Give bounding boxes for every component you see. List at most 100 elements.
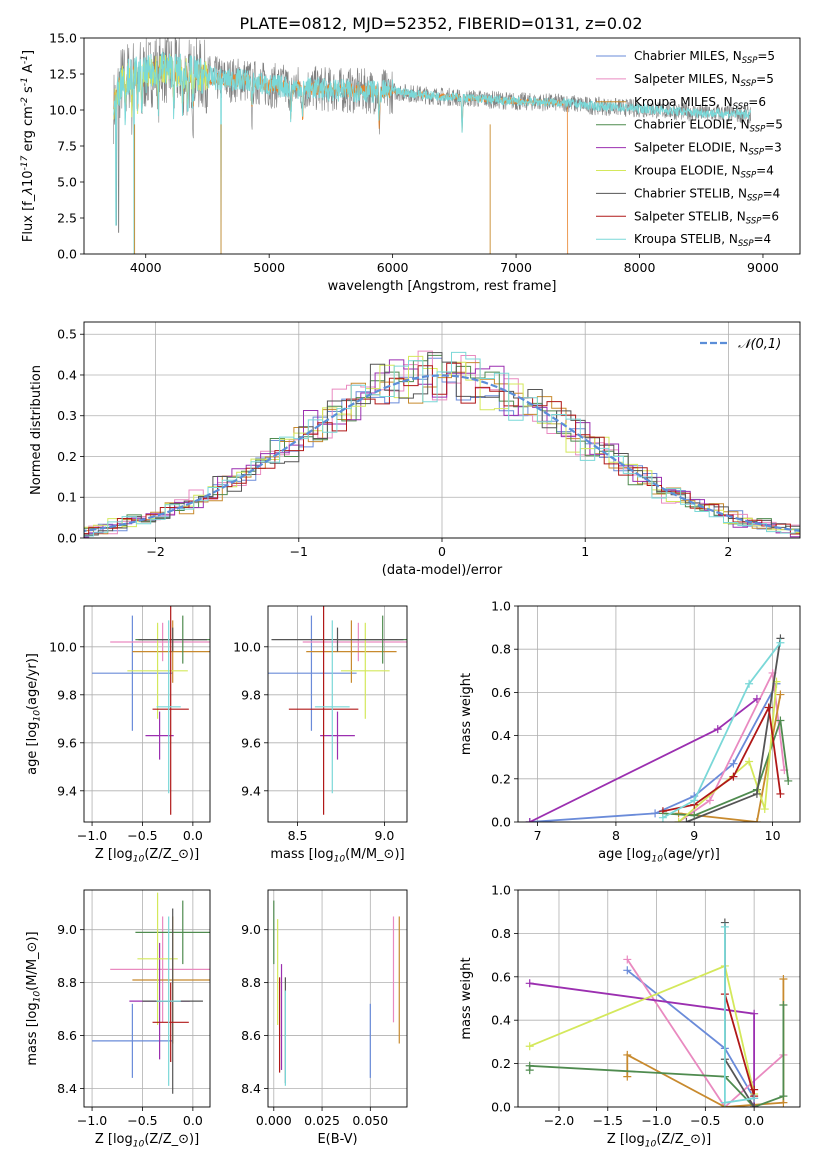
y-tick-label: 0.2: [57, 449, 77, 464]
weight-marker: [752, 818, 761, 822]
y-tick-label: 0.2: [491, 771, 511, 786]
y-tick-label: 8.6: [57, 1028, 77, 1043]
x-tick-label: 8: [612, 828, 620, 843]
weight-marker: [651, 809, 660, 818]
x-tick-label: 0.000: [256, 1113, 292, 1128]
x-tick-label: 5000: [253, 260, 285, 275]
y-tick-label: 9.4: [57, 783, 77, 798]
x-tick-label: 9.0: [374, 828, 394, 843]
weight-marker: [623, 966, 632, 975]
y-tick-label: 0.0: [57, 247, 77, 262]
weight-marker: [525, 979, 534, 988]
x-tick-label: 1: [581, 544, 589, 559]
y-tick-label: 1.0: [491, 883, 511, 898]
gaussian-curve: [84, 374, 800, 533]
histogram-KS: [84, 351, 800, 537]
y-tick-label: 7.5: [57, 139, 77, 154]
y-tick-label: 1.0: [491, 599, 511, 614]
x-tick-label: 0.0: [183, 1113, 203, 1128]
y-tick-label: 0.0: [57, 531, 77, 546]
axes-frame: [267, 889, 408, 1108]
weight-marker: [779, 1092, 788, 1101]
x-tick-label: −1.0: [77, 1113, 107, 1128]
axes-frame: [517, 605, 801, 823]
y-tick-label: 5.0: [57, 175, 77, 190]
y-tick-label: 10.0: [233, 639, 261, 654]
x-tick-label: 4000: [130, 260, 162, 275]
plot-area-age_vs_mass: [268, 606, 407, 815]
x-tick-label: 9000: [747, 260, 779, 275]
weight-marker: [729, 759, 738, 768]
weight-marker: [745, 757, 754, 766]
y-axis-label: mass weight: [459, 673, 474, 755]
weight-marker: [750, 1103, 759, 1107]
histogram-KM: [84, 362, 800, 535]
weight-marker: [623, 955, 632, 964]
x-tick-label: 9: [690, 828, 698, 843]
x-tick-label: −1: [290, 544, 308, 559]
y-tick-label: 9.6: [241, 735, 261, 750]
weight-marker: [720, 1098, 729, 1107]
x-axis-label: Z [log10(Z/Z_⊙)]: [607, 1132, 711, 1149]
weight-line-KS: [662, 642, 782, 819]
weight-marker: [525, 1042, 534, 1051]
y-tick-label: 15.0: [49, 31, 77, 46]
x-axis-label: Z [log10(Z/Z_⊙)]: [95, 1132, 199, 1149]
y-tick-label: 0.2: [491, 1056, 511, 1071]
y-tick-label: 8.8: [241, 975, 261, 990]
legend-label: Kroupa MILES, NSSP=6: [634, 95, 766, 112]
chart-age_vs_mass: 8.5 9.0 9.4 9.6 9.8 10.0 mass [log10(M/M_⊙)]: [233, 605, 408, 864]
y-axis-label: Flux [f_λ10-17 erg cm-2 s-1 A-1]: [20, 50, 36, 242]
plot-area-weight_vs_Z: [525, 918, 788, 1107]
x-tick-label: 7: [534, 828, 542, 843]
x-tick-label: −1.0: [77, 828, 107, 843]
y-tick-label: 0.8: [491, 926, 511, 941]
weight-marker: [713, 725, 722, 734]
weight-line-SM: [678, 669, 786, 822]
legend-label: Chabrier STELIB, NSSP=4: [634, 186, 780, 203]
model-kroupa-stelib: [113, 51, 752, 254]
chart-residuals: −2 −1 0 1 2 0.0 0.1 0.2 0.3 0.4 0.5 (data-model)/er…: [29, 321, 801, 578]
x-tick-label: −2: [146, 544, 164, 559]
x-axis-label: (data-model)/error: [382, 563, 503, 578]
x-tick-label: −2.0: [544, 1113, 574, 1128]
y-tick-label: 10.0: [49, 639, 77, 654]
weight-marker: [623, 1072, 632, 1081]
y-tick-label: 12.5: [49, 67, 77, 82]
weight-marker: [525, 818, 534, 822]
x-tick-label: 10: [765, 828, 781, 843]
axes-frame: [517, 889, 801, 1108]
weight-marker: [745, 679, 754, 688]
weight-marker: [690, 796, 699, 805]
weight-line-SM: [626, 958, 784, 1107]
y-tick-label: 0.6: [491, 969, 511, 984]
legend-label: Kroupa STELIB, NSSP=4: [634, 232, 771, 249]
chart-mass_vs_Z: −1.0 −0.5 0.0 8.4 8.6 8.8 9.0 Z [log10(Z/Z_⊙)] m…: [25, 889, 211, 1149]
weight-marker: [776, 789, 785, 798]
weight-marker: [658, 813, 667, 822]
weight-marker: [674, 818, 683, 822]
x-axis-label: age [log10(age/yr)]: [598, 847, 720, 864]
y-tick-label: 0.0: [491, 1100, 511, 1115]
y-tick-label: 0.3: [57, 408, 77, 423]
y-tick-label: 0.1: [57, 490, 77, 505]
plot-area-mass_vs_ebv: [273, 900, 400, 1086]
legend-label: Chabrier ELODIE, NSSP=5: [634, 118, 783, 135]
x-tick-label: 0: [438, 544, 446, 559]
x-tick-label: −0.5: [127, 1113, 157, 1128]
y-tick-label: 8.4: [57, 1081, 77, 1096]
x-axis-label: mass [log10(M/M_⊙)]: [270, 847, 404, 864]
legend-label: Salpeter MILES, NSSP=5: [634, 72, 774, 89]
weight-marker: [764, 703, 773, 712]
legend-label: Salpeter STELIB, NSSP=6: [634, 209, 779, 226]
legend-label: Kroupa ELODIE, NSSP=4: [634, 164, 774, 181]
y-tick-label: 8.8: [57, 975, 77, 990]
weight-marker: [682, 818, 691, 822]
y-axis-label: Normed distribution: [29, 365, 44, 495]
y-tick-label: 9.6: [57, 735, 77, 750]
weight-marker: [674, 809, 683, 818]
x-tick-label: 0.025: [304, 1113, 340, 1128]
weight-marker: [525, 1061, 534, 1070]
chart-spectrum: 4000 5000 6000 7000 8000 9000 0.0 2.5 5.0 7.5 10.0…: [20, 31, 801, 294]
weight-marker: [623, 1050, 632, 1059]
